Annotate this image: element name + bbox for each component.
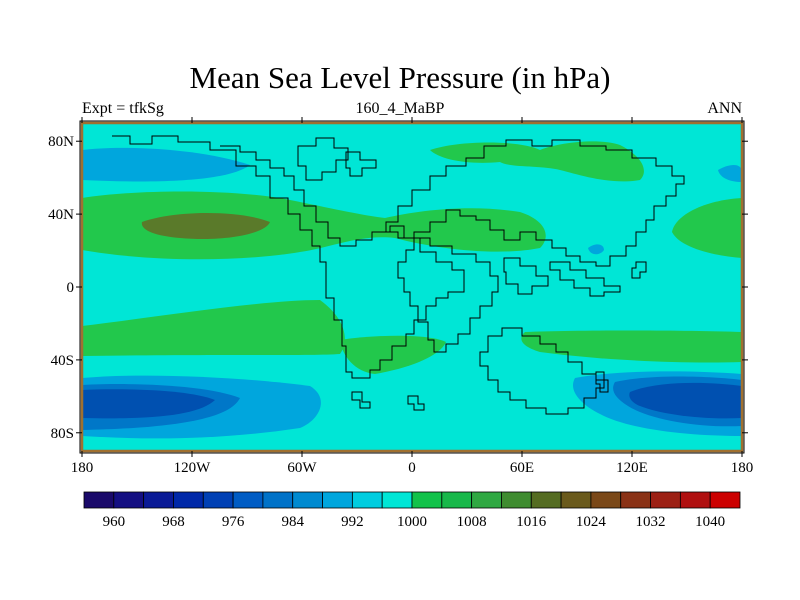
contour-high-south-atlantic <box>340 335 446 374</box>
colorbar-swatch <box>650 491 681 509</box>
pressure-field <box>82 123 742 451</box>
land-outlines <box>112 135 685 415</box>
colorbar-swatch <box>471 491 502 509</box>
coast-eurasia <box>385 139 685 267</box>
contour-high-south-pacific <box>82 300 345 356</box>
x-tick-label: 180 <box>731 460 754 476</box>
coast-small-islands <box>407 371 609 411</box>
colorbar-swatch <box>590 491 622 509</box>
colorbar-swatch <box>381 491 413 509</box>
colorbar-swatch <box>83 491 115 509</box>
contour-low-southern-east-core <box>629 382 742 419</box>
colorbar-label: 968 <box>162 514 185 530</box>
contour-high-indian-ocean <box>521 330 742 363</box>
colorbar-swatch <box>232 491 264 509</box>
colorbar-swatch <box>292 491 323 509</box>
colorbar-label: 984 <box>281 514 304 530</box>
colorbar-labels: 960 968 976 984 992 1000 1008 1016 1024 1032 1040 <box>103 514 726 530</box>
colorbar-swatch <box>411 491 443 509</box>
contour-high-arctic <box>430 141 644 182</box>
coast-japan <box>631 261 647 279</box>
map-title: Mean Sea Level Pressure (in hPa) <box>189 60 611 95</box>
period-label: 160_4_MaBP <box>355 100 445 117</box>
colorbar-swatch <box>143 491 174 509</box>
y-tick-label: 40N <box>48 207 74 223</box>
experiment-label: Expt = tfkSg <box>82 100 164 117</box>
colorbar-label: 1008 <box>457 514 487 530</box>
colorbar-label: 1016 <box>516 514 547 530</box>
y-tick-label: 80S <box>51 426 74 442</box>
x-tick-label: 180 <box>71 460 94 476</box>
axis-labels: 180 120W 60W 0 60E 120E 180 80N 40N 0 40S 80S <box>48 134 753 476</box>
x-tick-label: 120W <box>174 460 212 476</box>
colorbar-swatch <box>501 491 532 509</box>
x-tick-label: 60W <box>287 460 317 476</box>
coast-australia <box>479 327 605 415</box>
colorbar-swatch <box>441 491 473 509</box>
colorbar-swatch <box>351 491 383 509</box>
contour-low-asia <box>588 244 604 255</box>
colorbar-swatch <box>560 491 592 509</box>
colorbar-swatch <box>679 491 711 509</box>
colorbar-swatch <box>709 491 741 509</box>
contour-low-north-east <box>718 164 742 182</box>
colorbar-swatch <box>620 491 651 509</box>
coast-greenland <box>297 137 349 181</box>
colorbar-label: 1000 <box>397 514 427 530</box>
axis-ticks <box>76 117 748 457</box>
contour-low-southern-west-core <box>82 389 215 419</box>
season-label: ANN <box>707 100 742 117</box>
contour-low-north-pacific <box>82 147 250 182</box>
colorbar-swatch <box>202 491 234 509</box>
colorbar-swatch <box>113 491 145 509</box>
coast-africa <box>397 237 499 353</box>
coast-arabia-india <box>503 257 549 295</box>
coast-antarctic-peninsula <box>351 391 371 409</box>
colorbar-label: 1024 <box>576 514 607 530</box>
colorbar <box>83 491 741 509</box>
coast-southeast-asia <box>549 261 621 297</box>
colorbar-swatch <box>262 491 294 509</box>
colorbar-label: 960 <box>103 514 126 530</box>
y-tick-label: 80N <box>48 134 74 150</box>
coast-arctic-islands <box>345 151 377 177</box>
colorbar-label: 1040 <box>695 514 725 530</box>
colorbar-swatch <box>322 491 353 509</box>
x-tick-label: 0 <box>408 460 416 476</box>
contour-high-east-pacific <box>672 198 742 258</box>
colorbar-label: 992 <box>341 514 364 530</box>
colorbar-swatch <box>530 491 562 509</box>
coast-americas <box>112 135 465 379</box>
x-tick-label: 60E <box>510 460 534 476</box>
colorbar-label: 1032 <box>636 514 666 530</box>
y-tick-label: 0 <box>67 280 75 296</box>
contour-high-core-north <box>141 213 270 240</box>
y-tick-label: 40S <box>51 353 74 369</box>
colorbar-swatch <box>173 491 204 509</box>
x-tick-label: 120E <box>616 460 648 476</box>
colorbar-label: 976 <box>222 514 245 530</box>
